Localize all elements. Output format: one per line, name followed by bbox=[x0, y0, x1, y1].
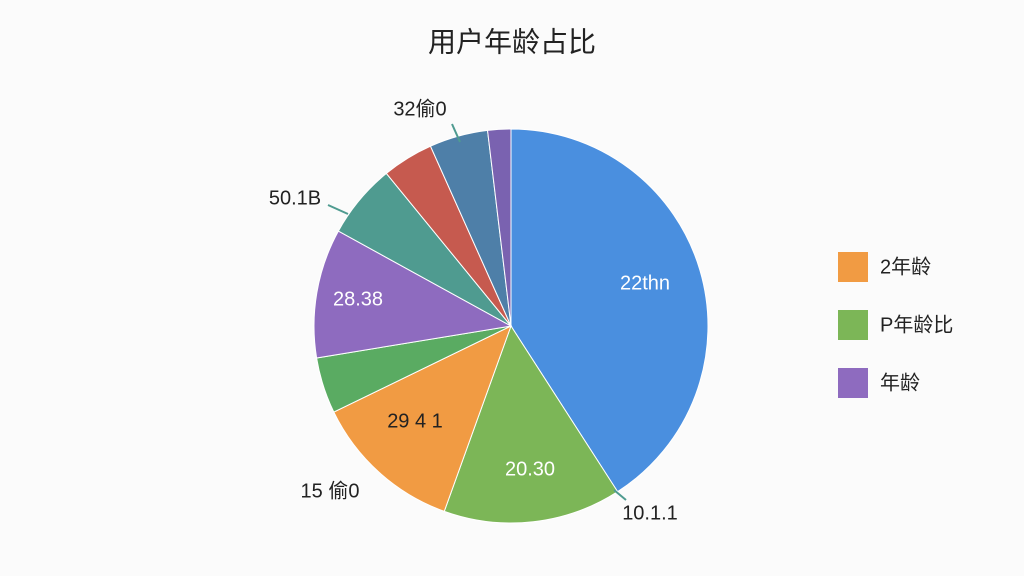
legend-swatch bbox=[838, 368, 868, 398]
data-label: 15 偷0 bbox=[301, 479, 360, 502]
pie-slice bbox=[486, 128, 512, 327]
data-label: 29 4 1 bbox=[387, 410, 443, 432]
data-label: 28.38 bbox=[333, 288, 383, 310]
pie-slice bbox=[333, 325, 512, 512]
legend-swatch bbox=[838, 310, 868, 340]
data-label: 20.30 bbox=[505, 458, 555, 480]
data-label: 32偷0 bbox=[393, 97, 446, 120]
data-label: 50.1B bbox=[269, 187, 321, 209]
pie-slice bbox=[313, 230, 513, 359]
legend-label: 年龄 bbox=[880, 371, 920, 394]
chart-title: 用户年龄占比 bbox=[428, 26, 596, 57]
pie-slice bbox=[510, 128, 709, 493]
leader-line bbox=[613, 489, 627, 501]
pie-slice bbox=[443, 324, 619, 524]
legend-label: 2年龄 bbox=[880, 255, 931, 278]
legend-swatch bbox=[838, 252, 868, 282]
data-label: 10.1.1 bbox=[622, 502, 678, 524]
leader-line bbox=[327, 204, 349, 215]
data-label: 22thn bbox=[620, 272, 670, 294]
leader-line bbox=[451, 123, 461, 143]
legend-label: P年龄比 bbox=[880, 313, 953, 336]
